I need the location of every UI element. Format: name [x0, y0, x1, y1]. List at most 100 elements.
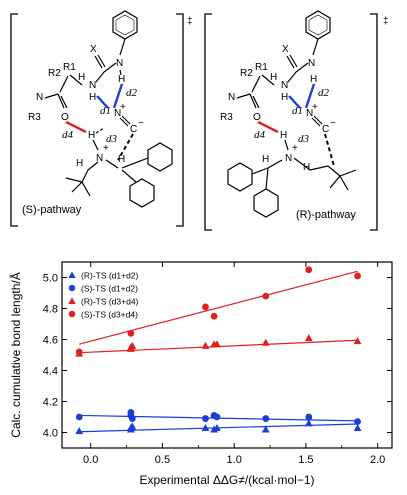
atom-n: N	[96, 153, 103, 164]
atom-r2: R2	[240, 68, 253, 79]
data-point	[354, 418, 361, 426]
label-d4: d4	[254, 129, 266, 141]
data-point	[304, 419, 313, 427]
bond-d2	[112, 83, 124, 109]
x-tick-label: 1.5	[298, 454, 313, 466]
data-point	[75, 348, 83, 356]
atom-r3: R3	[28, 112, 41, 123]
legend-label: (R)-TS (d1+d2)	[81, 271, 139, 281]
data-point	[127, 329, 135, 337]
x-axis-label: Experimental ΔΔG≠/(kcal·mol−1)	[140, 473, 315, 487]
s-pathway-label: (S)-pathway	[22, 204, 82, 216]
atom-c: C	[322, 124, 329, 135]
atom-h: H	[281, 92, 288, 103]
legend-label: (R)-TS (d3+d4)	[81, 297, 139, 307]
plot-area	[61, 261, 393, 449]
y-tick-label: 5.0	[43, 273, 58, 285]
label-d2: d2	[126, 87, 138, 99]
atom-r3: R3	[220, 112, 233, 123]
atom-c: C	[130, 124, 137, 135]
data-point	[202, 415, 209, 422]
series	[75, 419, 362, 435]
charge-plus: +	[312, 102, 318, 113]
left-bracket-close	[176, 13, 184, 227]
s-pathway-panel: ‡ X N N H H H R2 R1 N R3 O d1 d2 N +	[10, 10, 193, 227]
data-point	[202, 303, 209, 311]
data-point	[68, 284, 76, 292]
atom-h: H	[270, 72, 277, 83]
phenyl-ring	[112, 10, 138, 40]
atom-n: N	[36, 92, 43, 103]
x-axis-ticks: 0.0 0.5 1.0 1.5 2.0	[83, 262, 385, 466]
y-tick-label: 4.0	[43, 428, 58, 440]
label-d3: d3	[298, 133, 310, 145]
atom-n: N	[285, 153, 292, 164]
data-point	[261, 425, 270, 433]
atom-x: X	[90, 44, 97, 55]
data-point	[213, 413, 221, 421]
atom-r1: R1	[63, 62, 76, 73]
data-point	[68, 271, 76, 278]
data-point	[128, 341, 137, 349]
atom-n: N	[228, 92, 235, 103]
data-point	[75, 413, 83, 421]
series	[75, 408, 361, 426]
series	[75, 334, 362, 357]
atom-h: H	[78, 72, 85, 83]
atom-o: O	[253, 112, 261, 123]
atom-r1: R1	[255, 62, 268, 73]
atom-n: N	[114, 108, 121, 119]
y-tick-label: 4.4	[43, 366, 58, 378]
y-tick-label: 4.8	[43, 304, 58, 316]
atom-h: H	[280, 130, 287, 141]
atom-o: O	[61, 112, 69, 123]
x-tick-label: 0.0	[83, 454, 98, 466]
atom-n: N	[89, 80, 96, 91]
atom-h: H	[262, 154, 269, 165]
atom-n: N	[116, 58, 123, 69]
label-d3: d3	[106, 133, 118, 145]
label-d2: d2	[318, 87, 330, 99]
atom-n: N	[281, 80, 288, 91]
charge-plus: +	[120, 102, 126, 113]
data-point	[353, 423, 362, 431]
bond-d1	[96, 95, 109, 109]
data-point	[261, 338, 270, 346]
atom-h: H	[76, 158, 83, 169]
atom-h: H	[310, 74, 317, 85]
y-tick-label: 4.6	[43, 335, 58, 347]
y-axis-label: Calc. cumulative bond length/Å	[8, 272, 23, 437]
atom-x: X	[282, 44, 289, 55]
data-point	[354, 272, 361, 280]
data-point	[305, 266, 313, 274]
legend-label: (S)-TS (d1+d2)	[81, 284, 138, 294]
series	[75, 266, 361, 356]
data-point	[68, 297, 76, 304]
series-layer	[75, 266, 362, 435]
atom-n: N	[308, 58, 315, 69]
left-bracket-open	[10, 13, 18, 227]
charge-minus: −	[330, 118, 336, 129]
data-point	[262, 292, 270, 300]
x-tick-label: 1.0	[227, 454, 242, 466]
data-point	[353, 337, 362, 345]
phenyl-ring-inner	[115, 14, 135, 36]
data-point	[305, 413, 313, 421]
label-d1: d1	[100, 105, 111, 117]
data-point	[262, 415, 270, 422]
data-point	[304, 334, 313, 342]
data-point	[128, 415, 136, 422]
label-d4: d4	[62, 129, 74, 141]
data-point	[128, 422, 137, 430]
data-point	[201, 341, 210, 349]
data-point	[201, 423, 210, 431]
data-point	[213, 340, 221, 348]
charge-plus: +	[103, 143, 109, 154]
atom-r2: R2	[48, 68, 61, 79]
y-tick-label: 4.2	[43, 397, 58, 409]
dagger-symbol: ‡	[187, 16, 193, 27]
legend-label: (S)-TS (d3+d4)	[81, 310, 138, 320]
data-point	[75, 427, 84, 435]
x-tick-label: 0.5	[155, 454, 170, 466]
